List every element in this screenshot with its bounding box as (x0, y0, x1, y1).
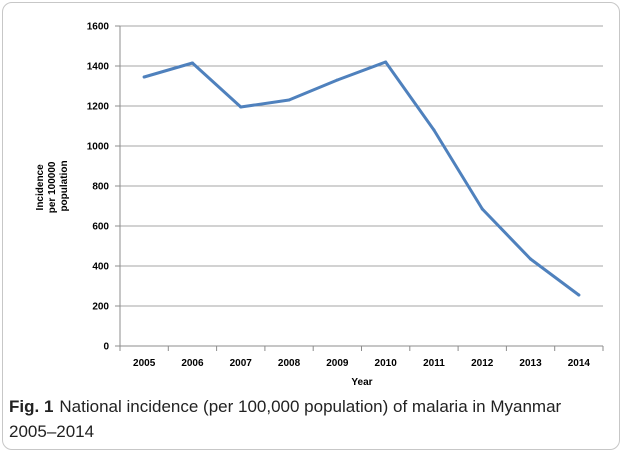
y-tick-label: 1000 (87, 142, 110, 153)
x-tick-labels: 2005 2006 2007 2008 2009 2010 2011 2012 2013 2014 (133, 358, 590, 369)
x-tick-label: 2012 (471, 358, 494, 369)
y-tick-label: 200 (92, 302, 109, 313)
x-tick-label: 2005 (133, 358, 156, 369)
data-point (432, 128, 436, 132)
y-tick-label: 1200 (87, 102, 110, 113)
caption-text: National incidence (per 100,000 populati… (9, 397, 562, 441)
figure-label: Fig. 1 (9, 397, 54, 416)
x-axis-title: Year (351, 377, 372, 388)
data-point (190, 61, 194, 65)
grid-lines (120, 25, 603, 307)
y-tick-label: 600 (92, 222, 109, 233)
axes (115, 25, 604, 351)
x-tick-label: 2009 (326, 358, 349, 369)
series-line (142, 60, 581, 297)
y-tick-label: 1400 (87, 62, 110, 73)
y-axis-title: Incidence per 100000 population (35, 159, 70, 214)
y-tick-label: 0 (103, 342, 109, 353)
y-axis-title-line-2: per 100000 (47, 161, 58, 213)
x-tick-label: 2007 (230, 358, 253, 369)
x-tick-label: 2011 (423, 358, 445, 369)
y-tick-label: 400 (92, 262, 109, 273)
x-tick-label: 2013 (519, 358, 542, 369)
data-point (577, 293, 581, 297)
y-axis-title-line-1: Incidence (35, 164, 46, 211)
x-tick-label: 2008 (278, 358, 301, 369)
figure-caption: Fig. 1 National incidence (per 100,000 po… (9, 394, 609, 444)
y-axis-title-line-3: population (59, 160, 70, 211)
y-tick-label: 800 (92, 182, 109, 193)
data-point (287, 98, 291, 102)
data-point (335, 78, 339, 82)
data-point (239, 105, 243, 109)
data-point (142, 75, 146, 79)
data-point (384, 60, 388, 64)
y-tick-labels: 0 200 400 600 800 1000 1200 1400 1600 (87, 22, 110, 353)
x-tick-label: 2006 (181, 358, 204, 369)
series-layer (142, 60, 581, 297)
data-point (480, 207, 484, 211)
data-point (529, 257, 533, 261)
x-tick-label: 2010 (375, 358, 398, 369)
y-tick-label: 1600 (87, 22, 110, 33)
x-tick-label: 2014 (568, 358, 591, 369)
